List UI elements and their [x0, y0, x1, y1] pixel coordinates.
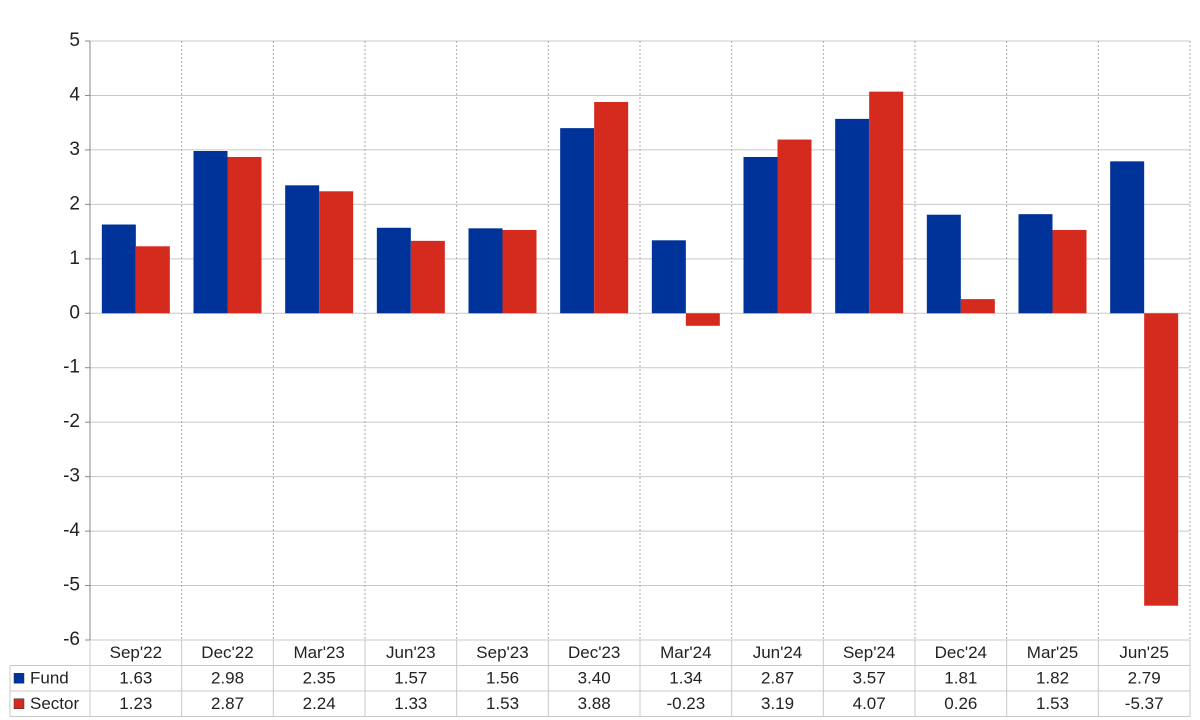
x-tick-label: Dec'23	[568, 643, 620, 662]
bar	[193, 150, 228, 314]
x-tick-label: Jun'25	[1119, 643, 1169, 662]
table-value: -5.37	[1125, 694, 1164, 713]
y-tick-label: 4	[69, 84, 80, 105]
y-tick-label: -4	[63, 520, 80, 541]
bar	[1052, 229, 1087, 314]
bar	[410, 240, 445, 314]
x-tick-label: Sep'23	[476, 643, 528, 662]
x-tick-label: Mar'25	[1027, 643, 1078, 662]
x-tick-label: Jun'24	[753, 643, 803, 662]
table-value: 2.24	[303, 694, 336, 713]
bar	[651, 240, 686, 314]
x-tick-label: Sep'22	[110, 643, 162, 662]
bar	[376, 227, 411, 314]
table-value: 2.87	[761, 669, 794, 688]
y-tick-label: -1	[63, 357, 80, 378]
bar	[560, 128, 595, 314]
table-value: -0.23	[666, 694, 705, 713]
table-value: 3.88	[578, 694, 611, 713]
y-tick-label: 3	[69, 139, 80, 160]
table-value: 2.98	[211, 669, 244, 688]
table-value: 0.26	[944, 694, 977, 713]
table-value: 2.79	[1128, 669, 1161, 688]
y-tick-label: -6	[63, 629, 80, 650]
legend-label: Fund	[30, 669, 69, 688]
bar	[960, 299, 995, 314]
table-value: 3.40	[578, 669, 611, 688]
bar	[285, 185, 320, 314]
table-value: 1.23	[119, 694, 152, 713]
table-value: 1.63	[119, 669, 152, 688]
table-value: 3.19	[761, 694, 794, 713]
table-value: 2.35	[303, 669, 336, 688]
bar	[135, 246, 170, 314]
table-value: 2.87	[211, 694, 244, 713]
y-tick-label: 5	[69, 30, 80, 51]
table-value: 3.57	[853, 669, 886, 688]
bar	[319, 191, 354, 314]
bar	[835, 118, 870, 314]
table-value: 1.81	[944, 669, 977, 688]
table-value: 1.33	[394, 694, 427, 713]
y-tick-label: -2	[63, 411, 80, 432]
legend-label: Sector	[30, 694, 79, 713]
bar	[743, 156, 778, 314]
bar	[468, 228, 503, 314]
x-tick-label: Dec'24	[935, 643, 987, 662]
bar	[101, 224, 136, 314]
bar	[1018, 214, 1053, 314]
legend-swatch	[13, 698, 25, 709]
y-tick-label: -5	[63, 575, 80, 596]
x-tick-label: Mar'24	[660, 643, 711, 662]
table-value: 1.56	[486, 669, 519, 688]
bar	[777, 139, 812, 314]
y-tick-label: -3	[63, 466, 80, 487]
bar	[926, 214, 961, 314]
x-tick-label: Jun'23	[386, 643, 436, 662]
y-tick-label: 0	[69, 302, 80, 323]
table-value: 1.82	[1036, 669, 1069, 688]
bar	[594, 101, 629, 314]
bar	[1110, 161, 1145, 314]
x-tick-label: Mar'23	[293, 643, 344, 662]
bar	[1144, 313, 1179, 606]
bar	[685, 313, 720, 326]
table-value: 4.07	[853, 694, 886, 713]
legend-swatch	[13, 673, 25, 684]
table-value: 1.57	[394, 669, 427, 688]
x-tick-label: Sep'24	[843, 643, 895, 662]
bar	[869, 91, 904, 314]
y-tick-label: 2	[69, 193, 80, 214]
bar	[502, 229, 537, 314]
y-tick-label: 1	[69, 248, 80, 269]
x-tick-label: Dec'22	[201, 643, 253, 662]
table-value: 1.34	[669, 669, 702, 688]
bar	[227, 156, 262, 314]
table-value: 1.53	[1036, 694, 1069, 713]
table-value: 1.53	[486, 694, 519, 713]
